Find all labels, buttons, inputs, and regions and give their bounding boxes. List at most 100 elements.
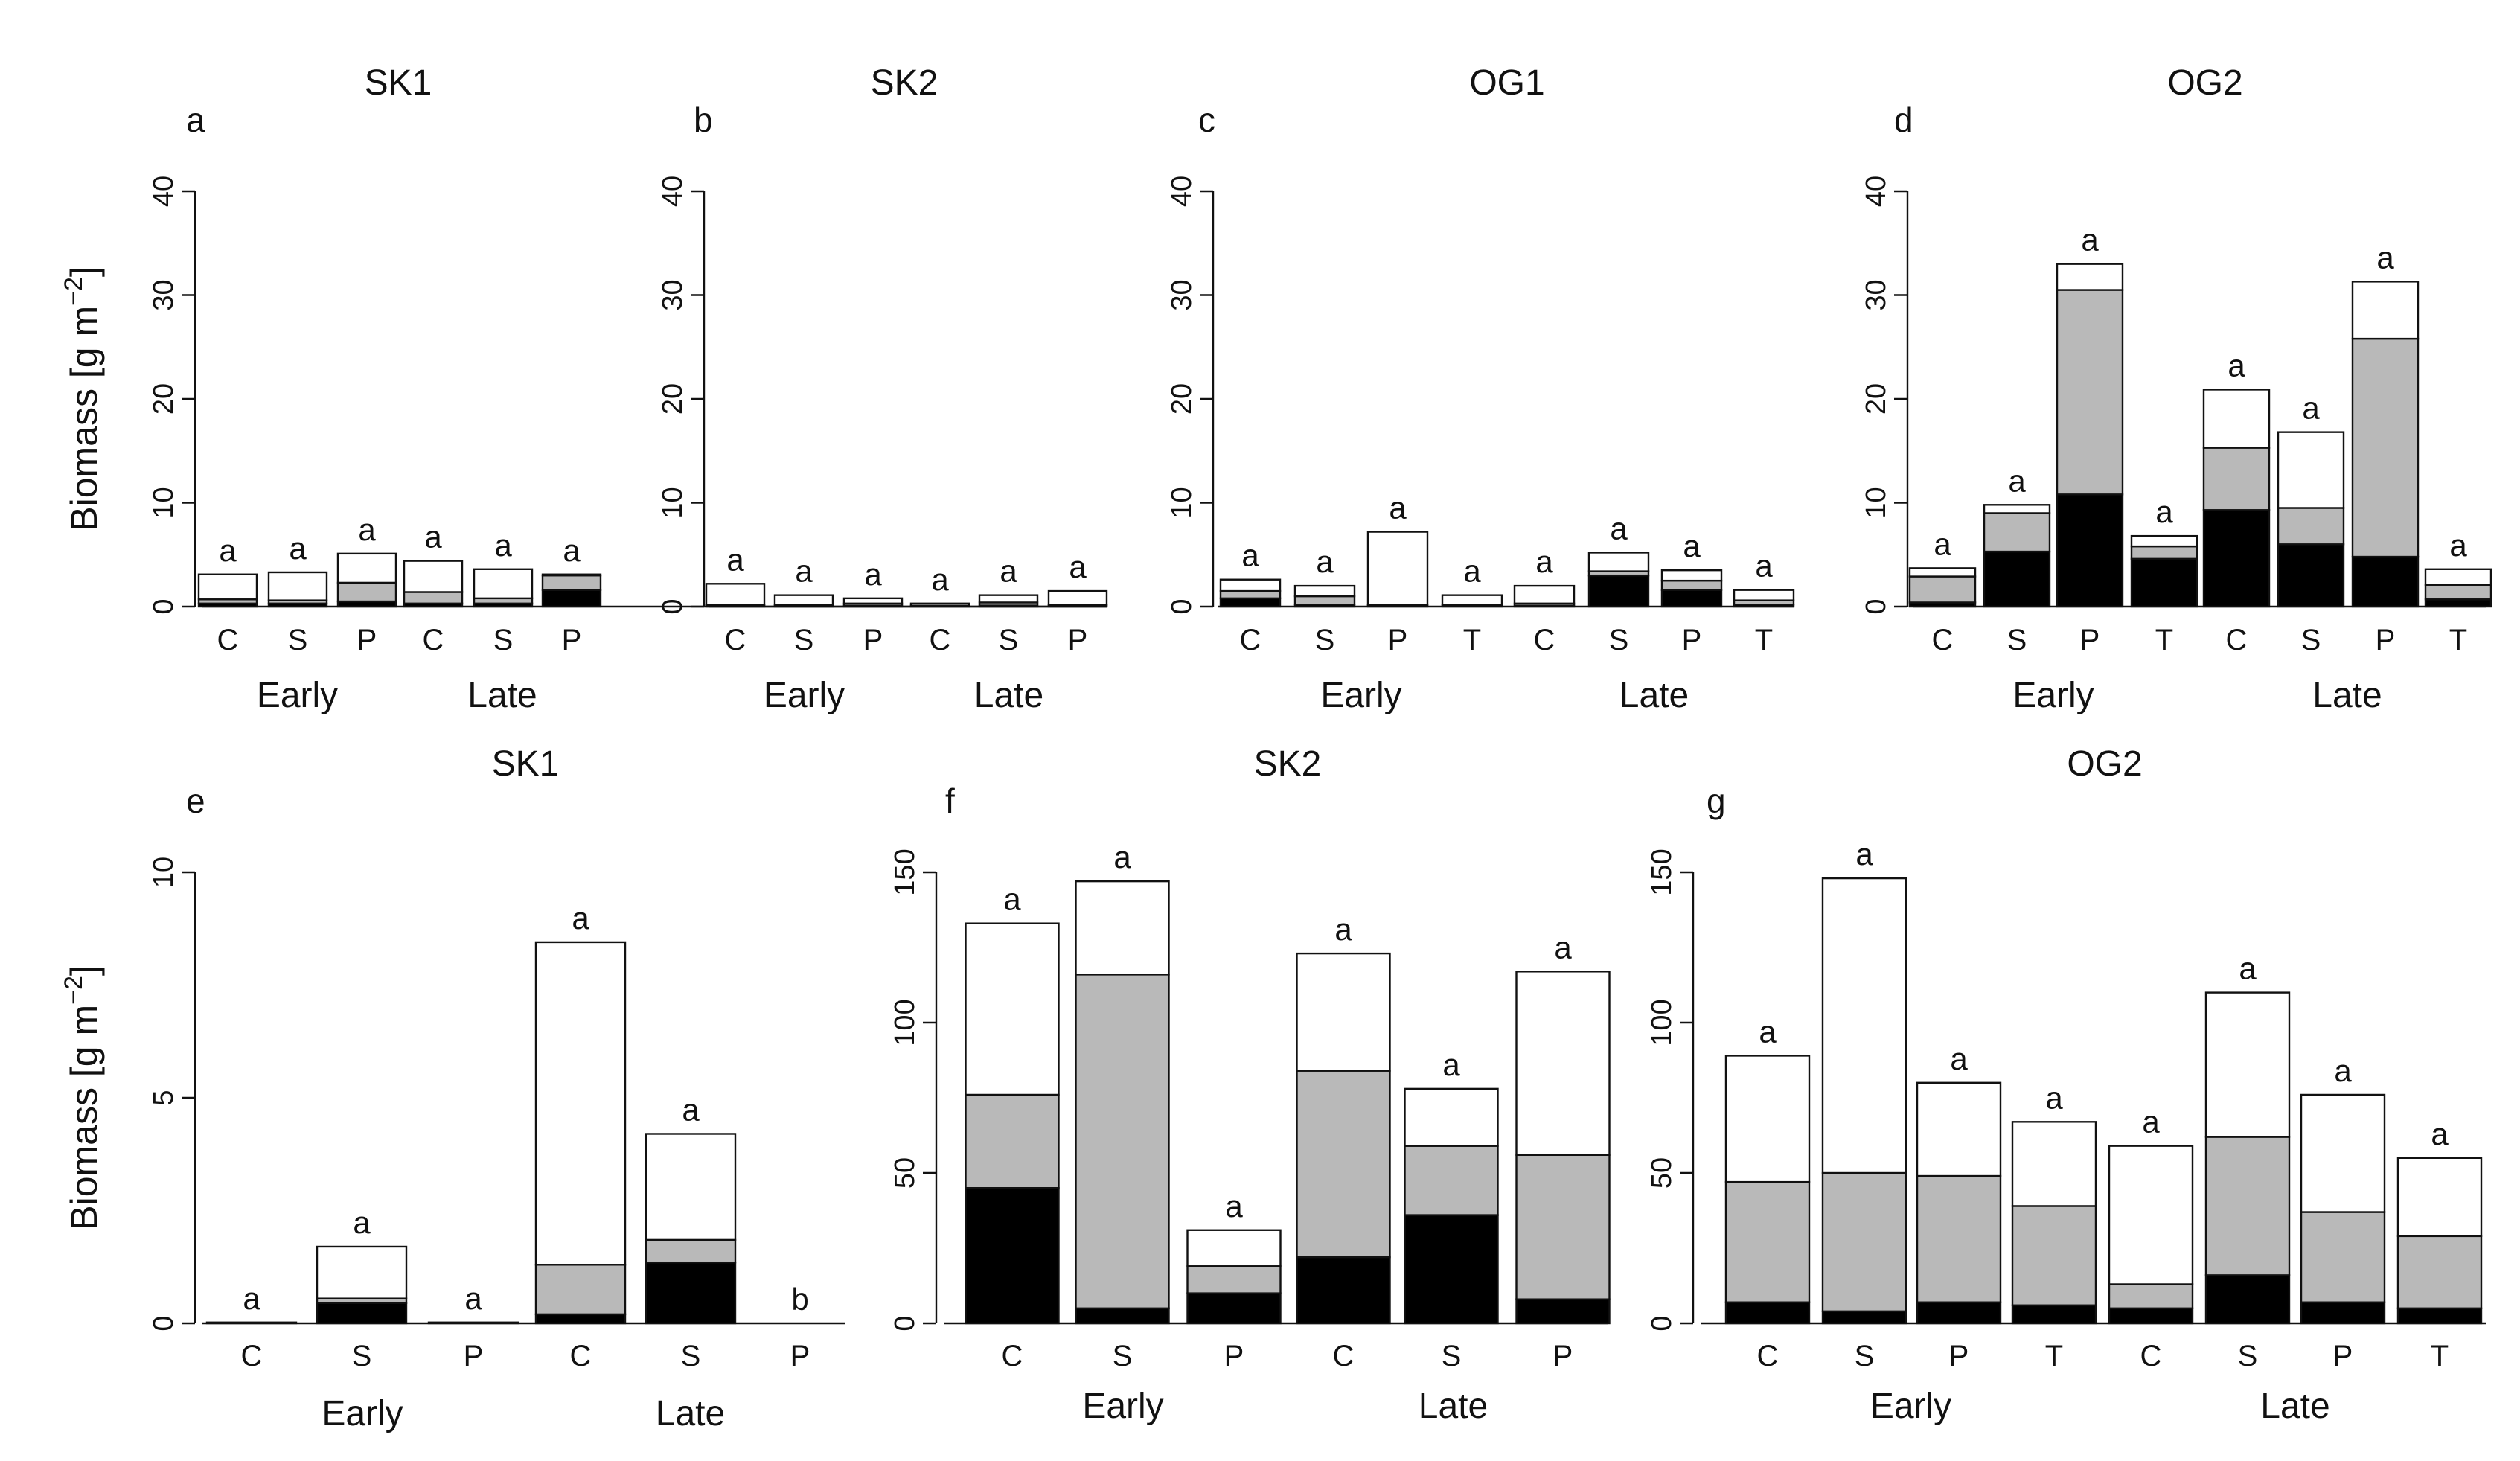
panel-f: SK2 f 0 50 100 150 a Ca Sa Pa Ca Sa P Early Late (889, 744, 1611, 1426)
y-tick-label: 40 (148, 176, 179, 207)
category-label: C (1240, 624, 1261, 656)
y-tick-label: 150 (889, 848, 921, 895)
bar-segment-gray (1916, 1174, 2002, 1303)
group-label: Late (2312, 676, 2382, 715)
bar-segment-white (267, 571, 328, 601)
bar-4 (534, 941, 627, 1325)
y-tick-label: 0 (148, 598, 179, 614)
significance-label: a (1334, 912, 1352, 947)
bar-segment-gray (1821, 1171, 1907, 1313)
bar-segment-black (1660, 589, 1723, 608)
bar-segment-white (2277, 431, 2345, 509)
category-label: S (1855, 1340, 1875, 1372)
y-tick-label: 0 (657, 598, 688, 614)
bar-segment-gray (2277, 507, 2345, 546)
bar-segment-black (2277, 543, 2345, 608)
category-label: C (1757, 1340, 1779, 1372)
bar-segment-gray (1983, 512, 2051, 553)
bar-segment-white (316, 1245, 408, 1299)
panel-title: SK1 (492, 744, 560, 784)
category-label: C (2226, 624, 2248, 656)
group-label: Late (1619, 676, 1689, 715)
significance-label: a (1759, 1014, 1777, 1049)
bar-segment-gray (541, 574, 602, 591)
bar-5 (473, 568, 534, 608)
bar-segment-black (2351, 555, 2420, 608)
significance-label: a (1316, 544, 1334, 579)
bar-segment-black (1821, 1310, 1907, 1325)
y-tick-label: 0 (1646, 1315, 1678, 1331)
y-tick-label: 30 (1861, 279, 1892, 310)
significance-label: a (795, 554, 813, 589)
significance-label: a (1003, 882, 1021, 917)
panel-title: SK2 (871, 63, 938, 103)
bar-segment-gray (534, 1264, 627, 1316)
category-label: S (794, 624, 814, 656)
bar-6 (1515, 971, 1611, 1325)
bar-2 (1075, 880, 1170, 1325)
category-label: S (493, 624, 514, 656)
bar-2 (773, 594, 834, 608)
bar-segment-black (2202, 509, 2271, 608)
category-label: S (999, 624, 1019, 656)
bar-segment-white (2300, 1093, 2386, 1213)
y-tick-label: 40 (1166, 176, 1197, 207)
bar-segment-gray (1660, 579, 1723, 591)
bar-segment-black (1983, 550, 2051, 608)
bar-segment-black (1075, 1307, 1170, 1325)
category-label: P (2376, 624, 2396, 656)
bar-2 (1821, 877, 1907, 1325)
significance-label: a (1610, 511, 1628, 546)
bar-5 (978, 594, 1039, 608)
y-tick-label: 40 (657, 176, 688, 207)
category-label: C (1932, 624, 1954, 656)
bar-segment-white (1660, 569, 1723, 582)
y-tick-label: 40 (1861, 176, 1892, 207)
significance-label: a (2334, 1053, 2352, 1088)
significance-label: a (2431, 1116, 2449, 1151)
bar-segment-black (2108, 1307, 2194, 1325)
y-tick-label: 0 (1166, 598, 1197, 614)
category-label: S (1113, 1340, 1133, 1372)
bar-3 (1916, 1081, 2002, 1325)
bar-segment-white (1047, 589, 1108, 606)
bar-segment-black (2424, 598, 2492, 608)
bar-segment-gray (403, 591, 464, 605)
y-tick-label: 20 (1861, 383, 1892, 415)
bar-7 (2351, 281, 2420, 608)
bar-4 (403, 560, 464, 608)
significance-label: a (1241, 538, 1259, 573)
significance-label: a (2142, 1104, 2160, 1139)
category-label: C (725, 624, 746, 656)
category-label: C (930, 624, 951, 656)
bar-segment-white (1733, 589, 1795, 601)
group-label: Late (656, 1394, 725, 1433)
bar-segment-black (1515, 1298, 1611, 1325)
bar-segment-gray (2300, 1211, 2386, 1303)
significance-label: a (1755, 549, 1773, 584)
significance-label: a (2045, 1080, 2063, 1115)
bar-segment-black (1186, 1292, 1282, 1325)
group-label: Early (1870, 1387, 1951, 1426)
bar-7 (2300, 1093, 2386, 1325)
bar-segment-gray (1219, 589, 1282, 600)
category-label: S (1609, 624, 1629, 656)
y-tick-label: 30 (148, 279, 179, 310)
bar-segment-gray (2396, 1235, 2483, 1309)
bar-1 (1724, 1055, 1811, 1325)
bar-segment-white (1513, 584, 1576, 605)
bar-1 (197, 573, 258, 608)
category-label: C (1534, 624, 1555, 656)
panel-c: OG1 c 0 10 20 30 40 a Ca Sa Pa Ta Ca Sa Pa T Early Late (1166, 63, 1795, 715)
bar-segment-white (773, 594, 834, 606)
group-label: Late (2260, 1387, 2329, 1426)
group-label: Early (1320, 676, 1401, 715)
category-label: C (423, 624, 444, 656)
bar-segment-white (2351, 281, 2420, 340)
bar-segment-gray (1404, 1145, 1499, 1216)
significance-label: a (2228, 348, 2245, 383)
bar-segment-gray (1515, 1154, 1611, 1300)
bar-8 (2396, 1157, 2483, 1325)
